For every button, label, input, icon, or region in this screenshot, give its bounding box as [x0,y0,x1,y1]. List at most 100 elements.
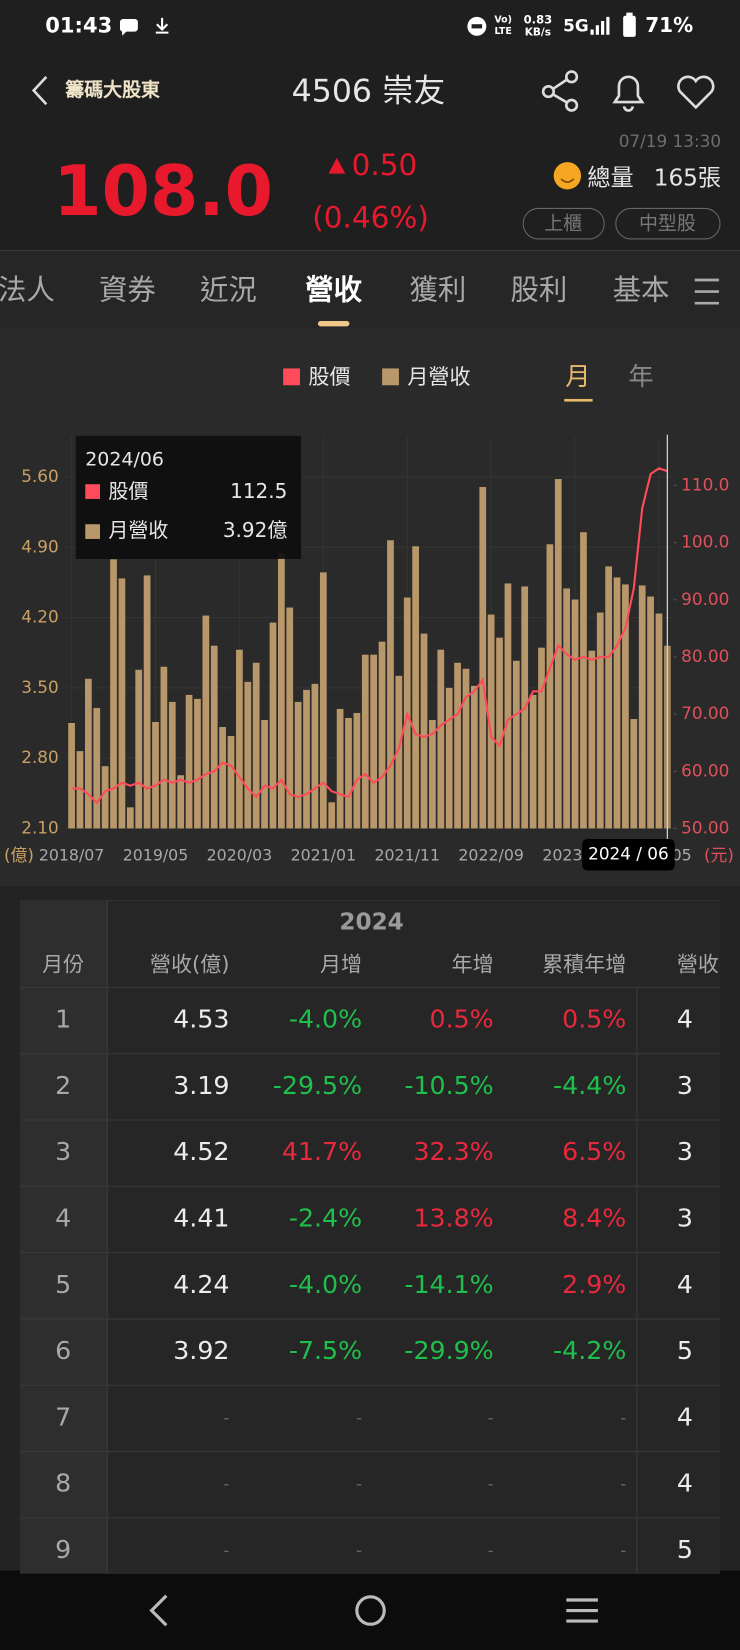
table-cell: 4.24 [173,1270,229,1299]
y-tick-label: 4.90 [21,536,58,556]
alert-button[interactable] [612,75,645,112]
tab[interactable]: 資券 [99,274,156,307]
table-cell: 8 [55,1469,71,1498]
bar [303,689,310,829]
bar [269,622,277,829]
table-cell: 6.5% [562,1137,626,1166]
bar [487,614,495,829]
period-tab[interactable]: 月 [565,362,590,391]
table-cell: 4 [677,1469,693,1498]
bar [76,751,84,829]
table-cell: 41.7% [282,1137,362,1166]
column-header: 年增 [452,951,494,976]
price: 108.0 [53,152,273,232]
y-tick-label: 4.20 [21,607,58,627]
battery: 71% [645,13,693,37]
bar [546,544,554,829]
nav-recent[interactable] [566,1598,598,1623]
legend-label[interactable]: 股價 [308,364,350,389]
y-tick-label: 5.60 [21,466,58,486]
y-tick-label: 2.10 [21,817,58,837]
bar [210,645,218,829]
tab[interactable]: 營收 [305,274,362,307]
volte: Vo) [494,15,512,26]
lte: LTE [494,26,511,37]
table-cell: - [620,1540,626,1560]
bar [622,584,629,829]
legend-label[interactable]: 月營收 [407,364,470,389]
table-frame [20,900,720,1574]
bar [202,615,210,829]
timestamp: 07/19 13:30 [619,131,721,151]
tab[interactable]: 獲利 [409,274,466,307]
bar [118,578,126,829]
tab-underline [317,321,350,327]
table-cell: 4 [677,1005,693,1034]
tooltip-date: 2024/06 [85,449,164,471]
tabs-bg [0,250,740,329]
table-cell: -4.4% [553,1071,626,1100]
bar [630,718,638,829]
table-cell: 2 [55,1071,71,1100]
nav-home[interactable] [355,1595,386,1626]
x-tick-label: 2021/11 [374,845,440,864]
menu-button[interactable] [694,278,719,305]
bar [135,669,143,829]
table-cell: 3 [677,1203,693,1232]
tab[interactable]: 股利 [511,274,568,307]
bar [470,685,478,829]
x-tick-label: 2022/09 [458,845,524,864]
table-cell: 6 [55,1336,71,1365]
share-button[interactable] [541,70,579,112]
back-button[interactable] [31,75,48,106]
tooltip-swatch [85,484,100,499]
bar [454,662,461,829]
price-line [71,467,668,805]
period-underline [564,398,593,402]
bar [580,532,587,829]
change: 0.50 [352,148,418,182]
bar [84,678,92,829]
x-tick-label: 2019/05 [123,845,189,864]
dnd-bar [471,24,483,29]
bar [194,698,201,829]
table: 2024 月份 營收(億) 月增 年增 累積年增 營收 1 4.53 -4.0% 0.5% 0.5%… [20,900,720,1574]
nav-back[interactable] [149,1594,168,1627]
signal-icon [590,16,610,35]
bar [143,575,151,829]
battery-icon [623,15,636,37]
column-header: 營收(億) [150,951,230,976]
favorite-button[interactable] [677,75,715,110]
bar [361,654,369,829]
period-tab[interactable]: 年 [628,362,653,391]
bar [328,802,336,829]
table-cell: - [488,1474,494,1494]
table-cell: 2.9% [562,1270,626,1299]
bar [479,487,487,829]
y2-tick-label: 80.00 [681,646,729,666]
tab[interactable]: 基本 [613,274,670,307]
table-cell: -4.0% [289,1270,362,1299]
bar [319,572,327,829]
battery-tip [626,12,633,17]
bar [655,613,663,829]
tooltip-label: 月營收 [108,518,168,542]
bar [387,540,394,829]
bar [529,694,537,829]
table-cell: - [223,1540,229,1560]
table-cell: - [356,1474,362,1494]
table-cell: -10.5% [404,1071,493,1100]
table-cell: 4.41 [173,1203,229,1232]
bar [571,599,579,829]
download-icon [155,17,169,34]
column-header: 累積年增 [542,951,626,976]
table-cell: 5 [55,1270,71,1299]
table-cell: -29.5% [273,1071,362,1100]
axis-unit: (元) [704,845,734,865]
tab[interactable]: 法人 [0,274,55,307]
change-percent: (0.46%) [312,200,429,234]
tab[interactable]: 近況 [200,274,257,307]
bar [512,660,520,829]
